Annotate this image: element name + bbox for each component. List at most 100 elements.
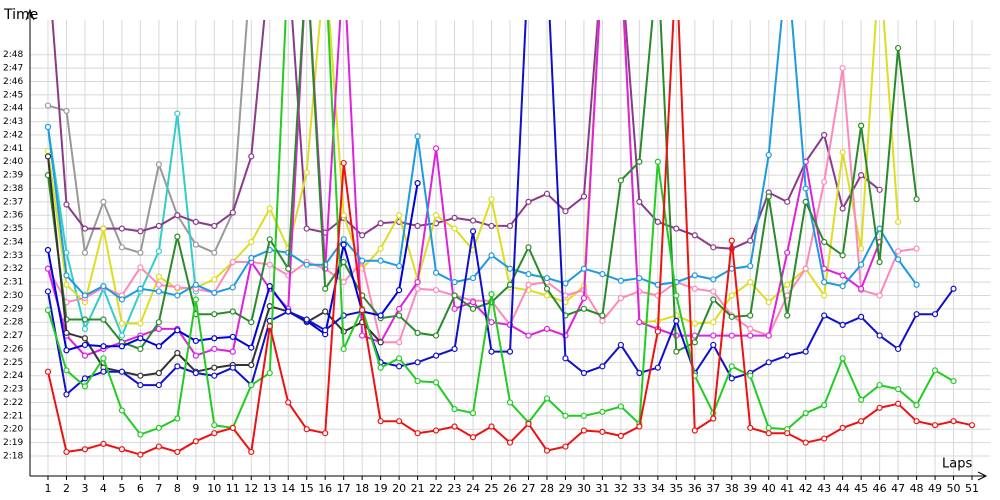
point <box>359 307 366 314</box>
x-tick-label: 25 <box>485 482 499 495</box>
point <box>63 367 70 374</box>
point <box>636 369 643 377</box>
point <box>821 238 828 246</box>
x-tick-label: 40 <box>762 482 776 495</box>
point <box>303 169 310 176</box>
point <box>396 363 403 370</box>
x-tick-label: 9 <box>192 482 199 495</box>
point <box>784 352 791 359</box>
point <box>266 303 273 310</box>
y-tick-label: 2:20 <box>3 425 23 435</box>
point <box>839 205 846 212</box>
point <box>248 381 255 389</box>
point <box>765 359 772 366</box>
point <box>636 423 643 430</box>
y-tick-label: 2:21 <box>3 411 23 421</box>
point <box>340 258 347 266</box>
point <box>691 320 698 327</box>
point <box>211 345 218 353</box>
point <box>248 361 255 369</box>
y-tick-label: 2:27 <box>3 331 23 341</box>
point <box>839 283 846 290</box>
x-tick-label: 21 <box>411 482 425 495</box>
point <box>174 212 181 219</box>
point <box>894 256 902 263</box>
point <box>285 308 292 315</box>
point <box>155 443 162 450</box>
point <box>802 185 809 192</box>
point <box>211 372 218 379</box>
series-line <box>47 20 918 301</box>
point <box>211 311 218 318</box>
point <box>858 245 865 252</box>
y-tick-label: 2:25 <box>3 358 23 368</box>
point <box>691 232 698 239</box>
x-tick-label: 50 <box>947 482 961 495</box>
point <box>543 285 551 292</box>
y-tick-label: 2:40 <box>3 157 23 167</box>
point <box>81 335 89 342</box>
point <box>802 198 809 205</box>
point <box>876 258 883 266</box>
point <box>81 341 89 349</box>
point <box>839 149 846 156</box>
point <box>340 212 347 219</box>
point <box>155 325 162 332</box>
point <box>784 281 791 288</box>
point <box>950 285 957 292</box>
point <box>266 261 273 268</box>
point <box>876 404 883 411</box>
point <box>81 375 89 382</box>
point <box>821 278 828 286</box>
point <box>340 236 347 243</box>
point <box>63 107 70 115</box>
point <box>63 281 70 288</box>
point <box>100 343 107 350</box>
point <box>174 327 181 334</box>
point <box>118 320 126 327</box>
point <box>100 225 107 232</box>
point <box>599 363 606 370</box>
point <box>81 446 89 453</box>
point <box>248 153 255 160</box>
y-tick-label: 2:24 <box>3 371 23 381</box>
point <box>63 329 70 337</box>
point <box>137 372 144 379</box>
point <box>950 377 957 385</box>
point <box>691 339 698 346</box>
point <box>155 248 162 255</box>
point <box>469 274 477 282</box>
point <box>137 335 144 342</box>
series-line <box>47 67 917 344</box>
point <box>396 418 403 425</box>
point <box>340 345 347 353</box>
point <box>396 287 403 294</box>
point <box>506 399 514 406</box>
point <box>580 412 588 419</box>
point <box>432 287 440 294</box>
point <box>322 308 329 315</box>
point <box>248 254 255 262</box>
point <box>636 158 643 165</box>
point <box>266 205 273 212</box>
point <box>506 265 514 272</box>
point <box>525 270 532 278</box>
point <box>229 364 236 371</box>
point <box>118 446 126 453</box>
point <box>617 277 624 284</box>
point <box>248 238 255 246</box>
point <box>359 232 366 239</box>
point <box>488 348 495 355</box>
point <box>451 423 458 430</box>
point <box>488 291 495 298</box>
point <box>137 285 144 292</box>
y-tick-label: 2:37 <box>3 197 23 207</box>
point <box>118 343 126 350</box>
point <box>451 214 458 221</box>
y-tick-label: 2:48 <box>3 50 23 60</box>
point <box>359 257 366 264</box>
point <box>211 422 218 429</box>
point <box>821 435 828 442</box>
point <box>192 337 199 345</box>
point <box>913 418 920 425</box>
